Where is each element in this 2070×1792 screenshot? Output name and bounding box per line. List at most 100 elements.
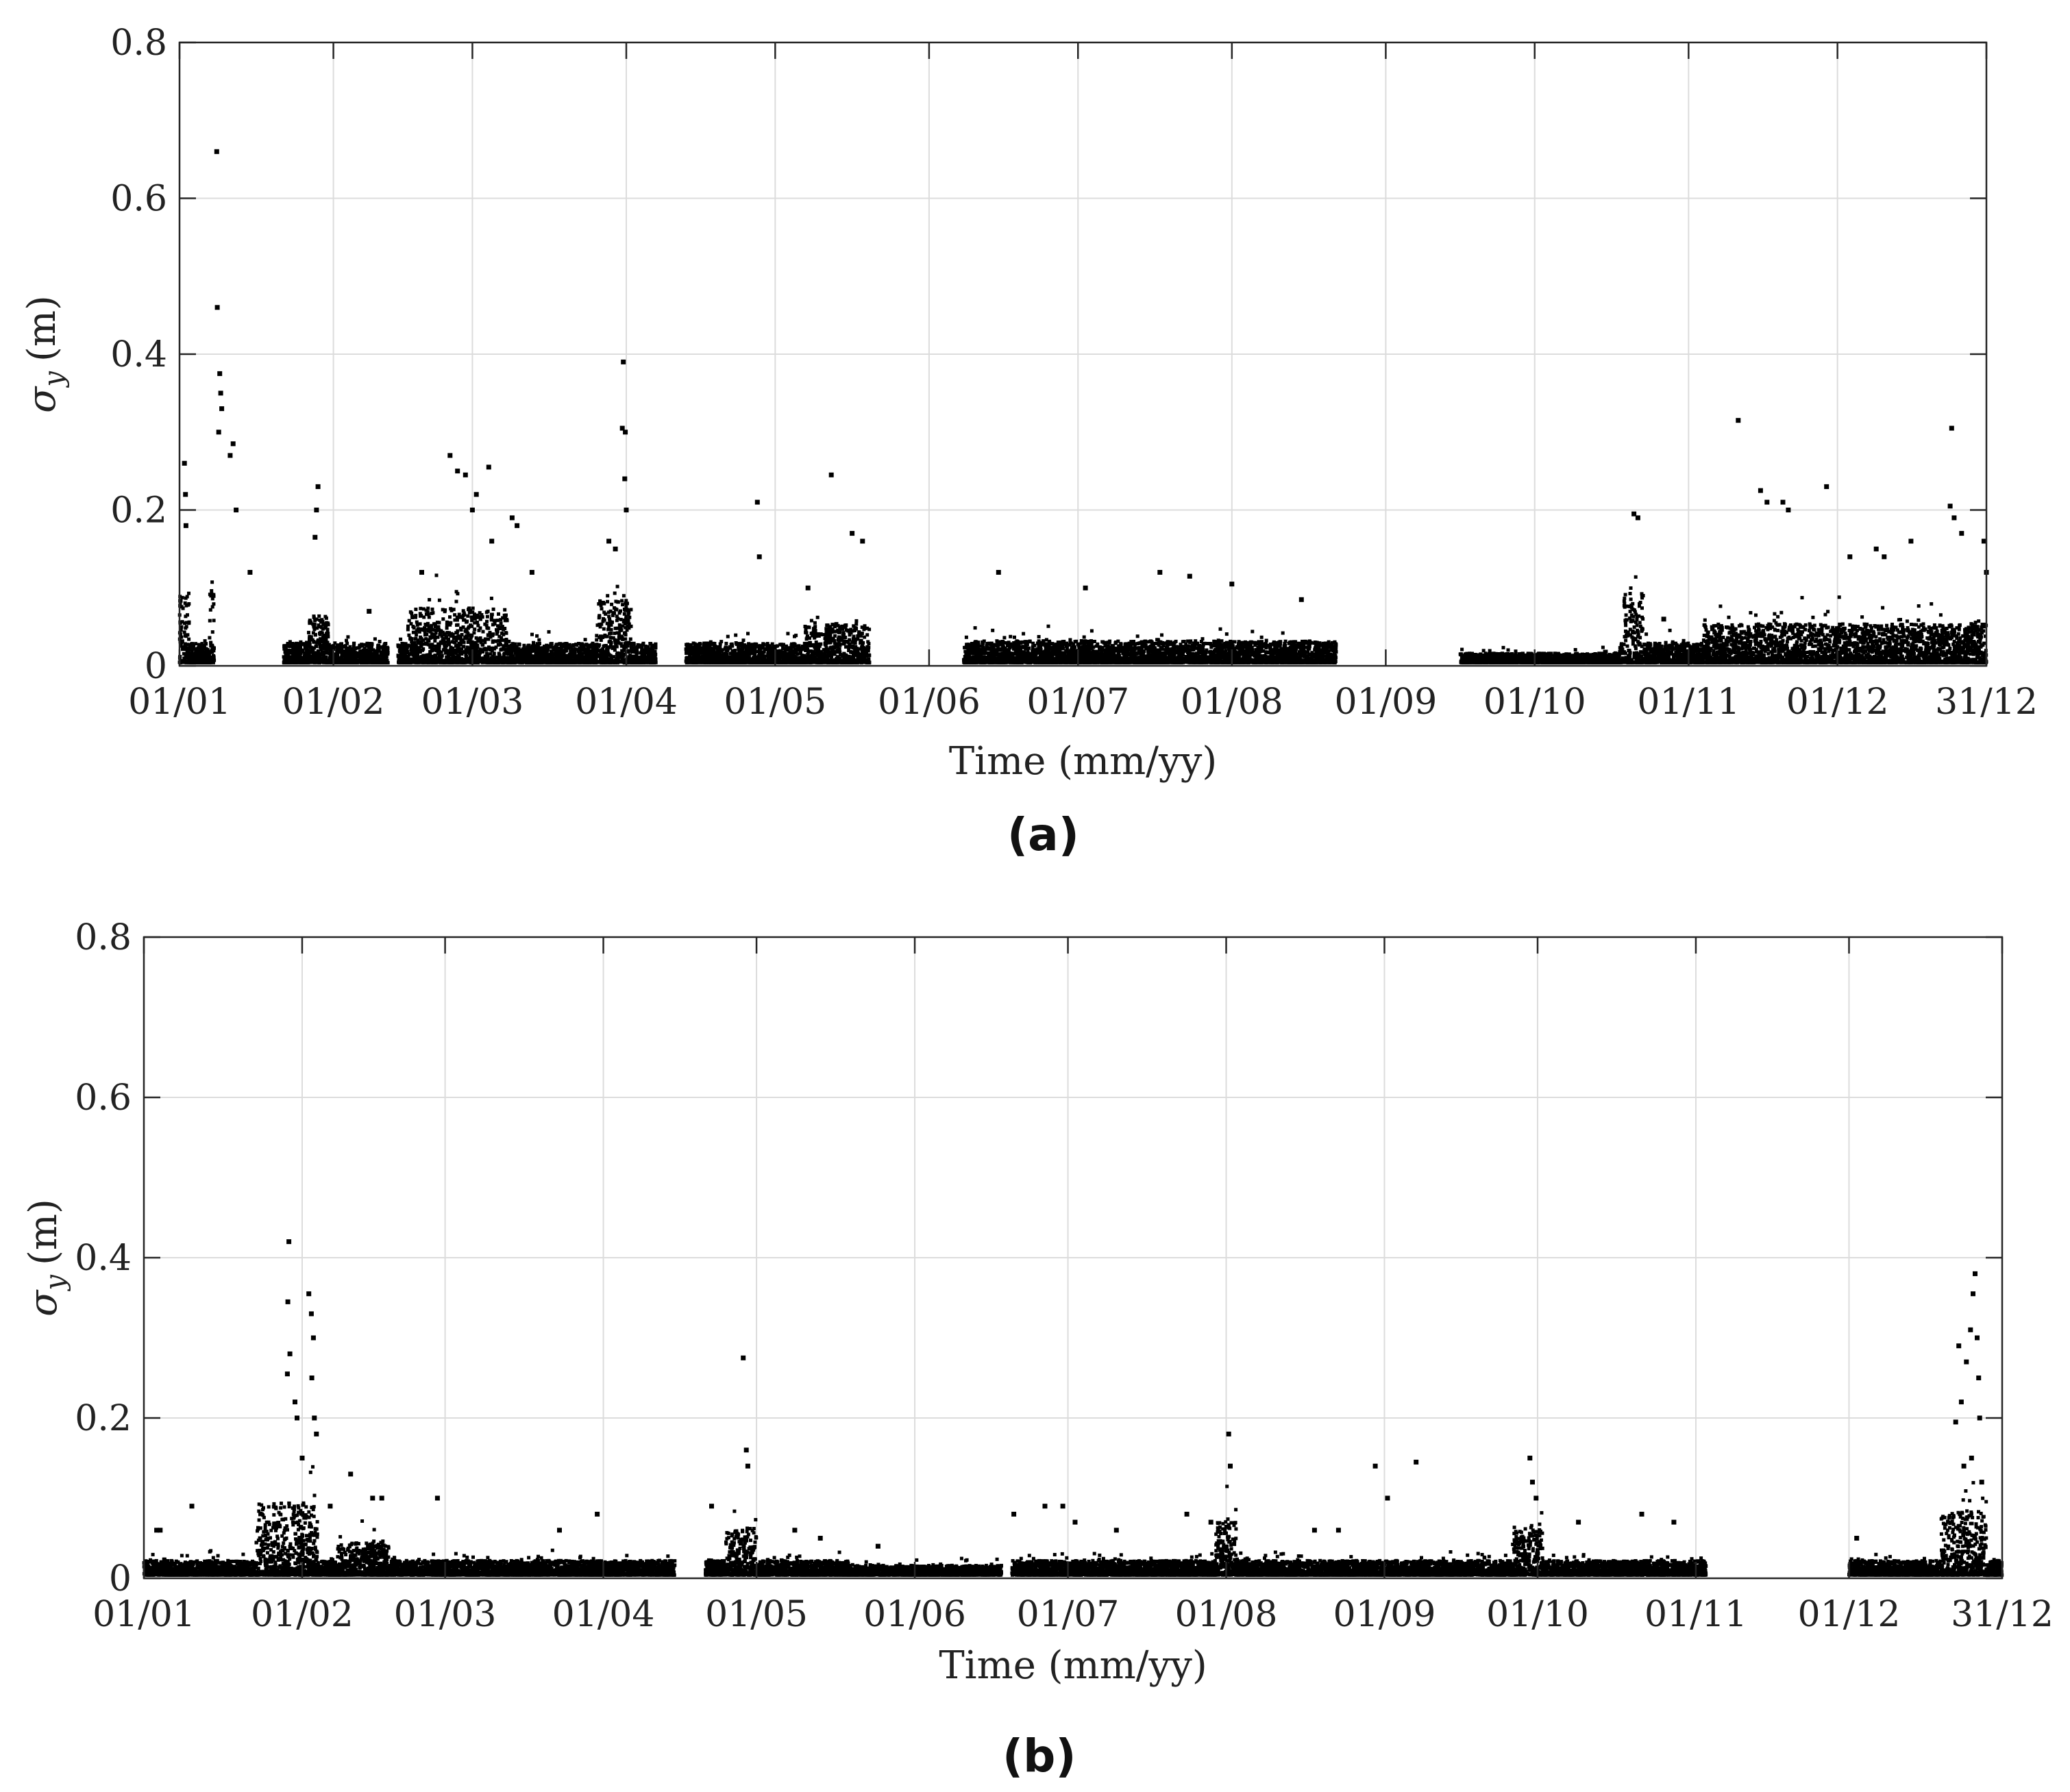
data-point bbox=[546, 647, 550, 651]
data-point bbox=[737, 647, 741, 651]
data-point bbox=[815, 615, 820, 619]
data-point bbox=[184, 603, 188, 608]
data-point bbox=[867, 654, 872, 658]
data-point bbox=[463, 629, 467, 633]
data-point bbox=[347, 657, 352, 661]
data-point bbox=[619, 609, 622, 613]
data-point bbox=[304, 646, 307, 650]
data-point bbox=[476, 614, 480, 619]
data-point bbox=[178, 632, 182, 636]
data-point bbox=[396, 654, 400, 658]
data-point bbox=[422, 654, 426, 658]
data-point bbox=[413, 647, 417, 651]
data-point bbox=[471, 606, 475, 610]
data-point bbox=[852, 654, 855, 657]
data-point bbox=[415, 654, 419, 658]
data-point bbox=[364, 649, 368, 653]
data-point bbox=[441, 608, 445, 612]
data-point bbox=[728, 651, 732, 656]
data-point bbox=[208, 608, 212, 612]
data-point bbox=[322, 656, 326, 660]
data-point bbox=[439, 640, 443, 644]
data-point bbox=[554, 657, 558, 660]
data-point bbox=[444, 636, 448, 640]
data-point bbox=[621, 654, 626, 658]
data-point bbox=[473, 660, 478, 664]
data-point bbox=[515, 654, 519, 658]
data-point bbox=[492, 660, 495, 664]
data-point bbox=[497, 658, 501, 662]
data-point bbox=[597, 644, 601, 648]
data-point bbox=[597, 635, 602, 639]
data-point bbox=[640, 648, 644, 652]
data-point bbox=[406, 624, 410, 628]
data-point bbox=[428, 630, 432, 634]
data-point bbox=[180, 639, 184, 643]
data-point bbox=[449, 660, 454, 664]
data-point bbox=[470, 640, 474, 645]
data-point bbox=[589, 656, 593, 660]
data-point bbox=[423, 623, 428, 626]
data-point bbox=[460, 652, 464, 656]
data-point bbox=[641, 643, 645, 647]
data-point bbox=[613, 648, 617, 652]
data-point bbox=[640, 645, 644, 649]
data-point bbox=[406, 643, 410, 647]
data-point bbox=[574, 643, 578, 647]
data-point bbox=[386, 660, 390, 664]
data-point bbox=[188, 647, 193, 651]
data-point bbox=[543, 647, 547, 651]
data-point bbox=[617, 623, 621, 627]
data-point bbox=[814, 634, 818, 638]
data-point bbox=[467, 647, 471, 651]
data-point bbox=[433, 644, 436, 648]
data-point bbox=[312, 624, 316, 628]
data-point bbox=[727, 646, 731, 650]
data-point bbox=[808, 636, 811, 640]
data-point bbox=[744, 649, 748, 653]
data-point bbox=[627, 655, 631, 659]
data-point bbox=[450, 640, 454, 644]
data-point bbox=[737, 649, 741, 654]
data-point bbox=[841, 642, 846, 646]
data-point bbox=[418, 650, 422, 654]
data-point bbox=[183, 657, 187, 661]
data-point bbox=[474, 636, 478, 640]
data-point bbox=[804, 649, 808, 652]
data-point bbox=[599, 603, 603, 608]
data-point bbox=[501, 638, 505, 643]
data-point bbox=[456, 629, 460, 633]
data-point bbox=[467, 656, 471, 660]
data-point bbox=[530, 632, 534, 636]
data-point bbox=[472, 660, 476, 664]
data-point bbox=[416, 656, 420, 660]
data-point bbox=[643, 656, 648, 660]
data-point bbox=[447, 638, 451, 641]
data-point bbox=[503, 608, 507, 612]
data-point bbox=[606, 649, 610, 653]
data-point bbox=[295, 658, 299, 662]
data-point bbox=[436, 648, 441, 652]
data-point bbox=[490, 658, 493, 662]
data-point bbox=[543, 657, 547, 661]
data-point bbox=[553, 653, 557, 657]
data-point bbox=[541, 646, 545, 650]
data-point bbox=[740, 641, 744, 645]
data-point bbox=[368, 645, 372, 649]
data-point bbox=[630, 648, 634, 652]
data-point bbox=[435, 658, 439, 662]
data-point bbox=[615, 645, 619, 649]
data-point bbox=[293, 643, 297, 647]
data-point bbox=[324, 623, 328, 627]
data-point bbox=[635, 656, 639, 660]
data-point bbox=[402, 647, 406, 651]
data-point bbox=[449, 647, 453, 651]
data-point bbox=[399, 637, 403, 641]
data-point bbox=[602, 649, 605, 654]
data-point bbox=[375, 651, 379, 656]
data-point bbox=[339, 656, 343, 660]
data-point bbox=[458, 651, 462, 656]
data-point bbox=[208, 619, 212, 623]
data-point bbox=[181, 647, 184, 651]
data-point bbox=[487, 658, 491, 662]
